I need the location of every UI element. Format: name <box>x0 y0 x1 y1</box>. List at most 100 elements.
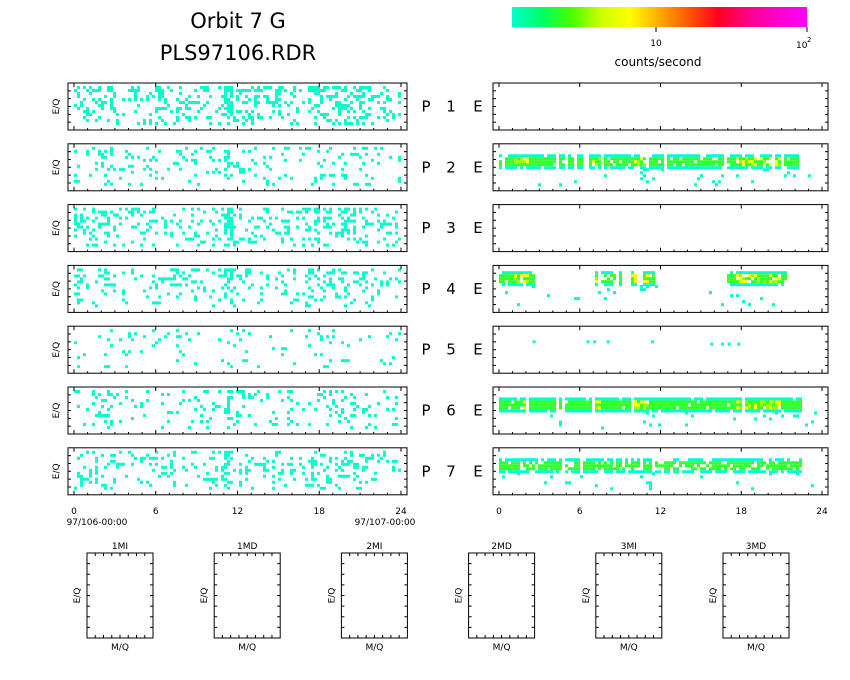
p6-panel-cell <box>74 390 77 393</box>
p4-panel-cell <box>131 271 134 275</box>
p7-panel-cell <box>101 483 104 487</box>
e7-panel-band-cell <box>505 467 508 471</box>
p1-panel-cell <box>356 119 359 122</box>
p4-panel-cell <box>284 292 287 296</box>
p1-panel-cell <box>158 89 161 92</box>
e7-panel-band-cell <box>577 464 580 468</box>
e7-panel-band-cell <box>502 464 505 468</box>
e7-panel-band-cell <box>517 458 520 462</box>
p1-panel-cell <box>185 107 188 110</box>
e6-panel-band-cell <box>574 397 577 401</box>
e2-panel-band-cell <box>559 160 562 164</box>
p7-panel-cell <box>185 483 188 487</box>
e6-panel-band-cell <box>700 403 703 407</box>
e6-panel-band-cell <box>604 400 607 404</box>
e4-panel-scatter-cell <box>547 294 550 298</box>
p7-panel-cell <box>275 450 278 454</box>
p3-panel-cell <box>227 210 230 214</box>
p3-panel-cell <box>371 210 374 214</box>
p3-panel-cell <box>314 222 317 226</box>
e6-panel-scatter-cell <box>775 411 778 415</box>
e2-panel-band-cell <box>613 166 616 170</box>
e7-panel-scatter-cell <box>550 475 553 479</box>
p3-panel-cell <box>116 213 119 217</box>
e6-panel-band-cell <box>679 400 682 404</box>
p6-panel-cell <box>227 402 230 405</box>
e6-panel-band-cell <box>523 400 526 404</box>
e7-panel-band-cell <box>610 461 613 465</box>
e7-panel-band-cell <box>703 461 706 465</box>
e7-panel-band-cell <box>712 467 715 471</box>
e7-panel-band-cell <box>619 470 622 474</box>
p7-panel-cell <box>272 459 275 463</box>
p1-panel-cell <box>317 86 320 89</box>
p3-panel-cell <box>323 216 326 220</box>
e7-panel-band-cell <box>637 464 640 468</box>
p3-panel-cell <box>104 213 107 217</box>
e2-panel-band-cell <box>790 163 793 167</box>
p2-panel-cell <box>284 173 287 177</box>
e2-panel-band-cell <box>532 157 535 161</box>
p4-panel-cell <box>77 301 80 305</box>
p1-panel-cell <box>158 98 161 101</box>
p7-panel-cell <box>89 480 92 484</box>
e6-panel-band-cell <box>694 403 697 407</box>
e2-panel-band-cell <box>679 160 682 164</box>
e7-panel-band-cell <box>748 458 751 462</box>
p1-panel-cell <box>137 104 140 107</box>
p5-panel-cell <box>128 350 131 354</box>
p4-panel-cell <box>155 283 158 287</box>
p6-panel-cell <box>386 396 389 399</box>
p1-panel-cell <box>236 110 239 113</box>
mass-panel-ylabel: E/Q <box>327 588 337 604</box>
p6-panel-cell <box>350 426 353 429</box>
p4-panel-cell <box>353 298 356 302</box>
e7-panel-band-cell <box>721 464 724 468</box>
p4-panel-cell <box>329 283 332 287</box>
e6-panel-band-cell <box>697 406 700 410</box>
p2-panel-cell <box>254 146 257 150</box>
p1-panel-cell <box>104 95 107 98</box>
p2-panel-cell <box>365 146 368 150</box>
p4-panel-cell <box>329 271 332 275</box>
e7-panel-band-cell <box>694 461 697 465</box>
p1-panel-cell <box>80 101 83 104</box>
p7-panel-cell <box>221 474 224 478</box>
e6-panel-scatter-cell <box>793 414 796 418</box>
p3-panel-cell <box>344 219 347 223</box>
p3-panel-cell <box>131 240 134 244</box>
p6-panel-cell <box>332 399 335 402</box>
e2-panel-band-cell <box>718 166 721 170</box>
e6-panel-band-cell <box>727 406 730 410</box>
p6-panel-cell <box>287 417 290 420</box>
e4-panel-band-cell <box>784 274 787 278</box>
p4-panel-cell <box>185 283 188 287</box>
p4-panel-cell <box>293 298 296 302</box>
e6-panel-band-cell <box>523 406 526 410</box>
e4-panel-band-cell <box>757 277 760 281</box>
e4-panel-band-cell <box>595 277 598 281</box>
p7-panel-cell <box>227 486 230 490</box>
e6-panel-band-cell <box>673 409 676 413</box>
e4-panel-band-cell <box>649 283 652 287</box>
e2-panel-band-cell <box>730 163 733 167</box>
e7-panel-band-cell <box>790 470 793 474</box>
p1-panel-cell <box>92 89 95 92</box>
e6-panel-band-cell <box>703 403 706 407</box>
p7-panel-cell <box>383 450 386 454</box>
p5-panel-cell <box>398 332 401 336</box>
p7-panel-cell <box>110 453 113 457</box>
p4-panel-cell <box>161 280 164 284</box>
p7-panel-cell <box>89 471 92 475</box>
e4-panel-band-cell <box>769 283 772 287</box>
e5-panel-cell <box>651 340 655 344</box>
e7-panel-band-cell <box>574 458 577 462</box>
e2-panel-band-cell <box>736 166 739 170</box>
p3-panel-cell <box>116 234 119 238</box>
e2-panel-band-cell <box>535 157 538 161</box>
p2-panel-cell <box>317 161 320 165</box>
e2-panel-band-cell <box>526 160 529 164</box>
e6-panel-band-cell <box>514 400 517 404</box>
p6-panel-cell <box>347 420 350 423</box>
e7-panel-band-cell <box>790 461 793 465</box>
